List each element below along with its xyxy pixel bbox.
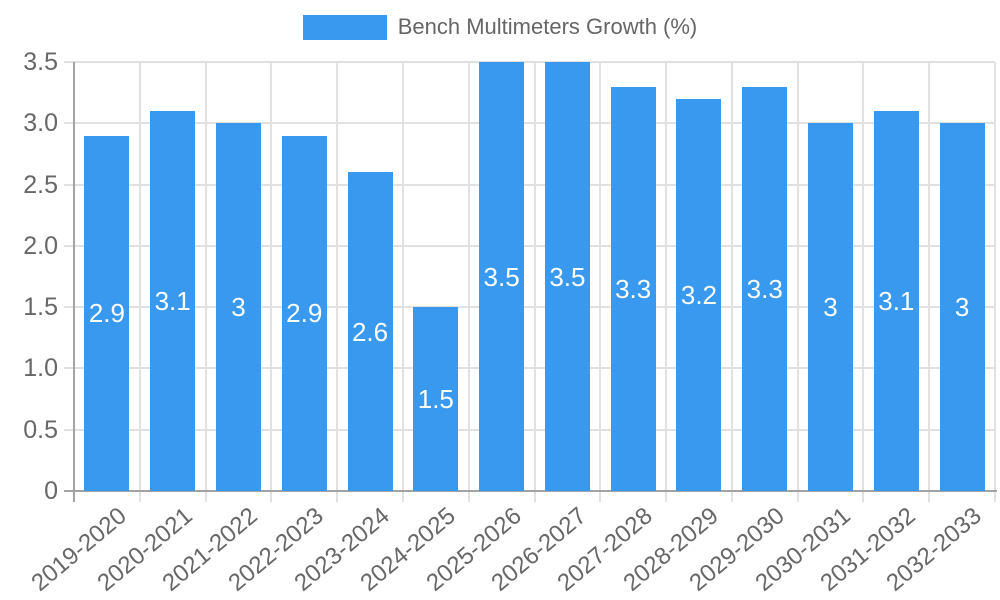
bar-2024-2025[interactable]	[413, 307, 459, 491]
x-axis-tick	[928, 491, 931, 502]
x-axis-tick	[862, 491, 865, 502]
bar-value-label: 3.5	[483, 261, 520, 292]
x-axis-tick	[401, 491, 404, 502]
gridline-vertical	[270, 62, 273, 491]
bar-2021-2022[interactable]	[215, 123, 261, 491]
bar-2026-2027[interactable]	[544, 62, 590, 491]
x-axis-tick	[204, 491, 207, 502]
x-axis-tick	[730, 491, 733, 502]
gridline-vertical	[204, 62, 207, 491]
bar-value-label: 3	[823, 292, 838, 323]
bar-value-label: 3.2	[680, 279, 718, 310]
gridline-vertical	[730, 62, 733, 491]
gridline-vertical	[665, 62, 668, 491]
x-axis-tick	[270, 491, 273, 502]
gridline-vertical	[796, 62, 799, 491]
bar-value-label: 3.3	[615, 273, 652, 304]
x-axis-tick	[336, 491, 339, 502]
x-axis-line	[64, 490, 997, 492]
gridline-vertical	[994, 62, 996, 491]
bar-value-label: 3	[954, 292, 970, 323]
bar-2025-2026[interactable]	[479, 62, 525, 491]
gridline-vertical	[467, 62, 470, 491]
gridline-horizontal	[64, 244, 995, 247]
bar-2019-2020[interactable]	[84, 135, 130, 491]
y-tick-label: 3.0	[23, 109, 58, 138]
gridline-horizontal	[64, 367, 995, 370]
y-tick-label: 2.0	[23, 231, 58, 260]
bar-2029-2030[interactable]	[742, 86, 788, 491]
bar-2027-2028[interactable]	[610, 86, 656, 491]
x-axis-tick	[467, 491, 470, 502]
gridline-horizontal	[64, 183, 995, 186]
legend-label: Bench Multimeters Growth (%)	[397, 14, 698, 39]
bar-value-label: 3	[231, 292, 246, 323]
x-axis-tick	[533, 491, 536, 502]
bar-2022-2023[interactable]	[281, 135, 327, 491]
x-axis-tick	[599, 491, 602, 502]
gridline-vertical	[138, 62, 141, 491]
gridline-vertical	[336, 62, 339, 491]
y-axis-line	[73, 62, 75, 502]
x-axis-tick	[796, 491, 799, 502]
gridline-vertical	[533, 62, 536, 491]
bar-value-label: 3.1	[154, 286, 191, 316]
gridline-horizontal	[64, 428, 995, 431]
legend-item[interactable]: Bench Multimeters Growth (%)	[302, 14, 698, 40]
bar-value-label: 3.3	[746, 273, 783, 304]
y-tick-label: 0.5	[23, 415, 58, 444]
gridline-vertical	[401, 62, 404, 491]
bar-2032-2033[interactable]	[939, 123, 985, 491]
bar-2028-2029[interactable]	[676, 98, 722, 491]
legend-swatch	[302, 14, 387, 40]
bar-value-label: 3.5	[549, 261, 586, 292]
y-tick-label: 2.5	[23, 170, 58, 199]
x-axis-tick	[138, 491, 141, 502]
y-tick-label: 3.5	[23, 48, 58, 76]
gridline-vertical	[599, 62, 602, 491]
x-axis-tick	[665, 491, 668, 502]
y-tick-label: 0	[44, 477, 58, 505]
bar-value-label: 3.1	[878, 286, 915, 316]
gridline-horizontal	[64, 122, 995, 125]
bar-2023-2024[interactable]	[347, 172, 393, 491]
bar-value-label: 2.6	[351, 316, 389, 347]
y-tick-label: 1.0	[23, 354, 58, 383]
bar-value-label: 2.9	[286, 298, 323, 329]
x-axis-tick	[994, 491, 996, 502]
bar-value-label: 2.9	[88, 298, 125, 329]
gridline-horizontal	[64, 306, 995, 309]
bar-2031-2032[interactable]	[873, 111, 919, 491]
gridline-vertical	[862, 62, 865, 491]
bar-value-label: 1.5	[417, 384, 454, 415]
gridline-horizontal	[64, 61, 995, 63]
bar-2020-2021[interactable]	[150, 111, 196, 491]
chart-legend: Bench Multimeters Growth (%)	[0, 14, 1000, 40]
y-tick-label: 1.5	[23, 293, 58, 322]
gridline-vertical	[928, 62, 931, 491]
bar-2030-2031[interactable]	[808, 123, 854, 491]
